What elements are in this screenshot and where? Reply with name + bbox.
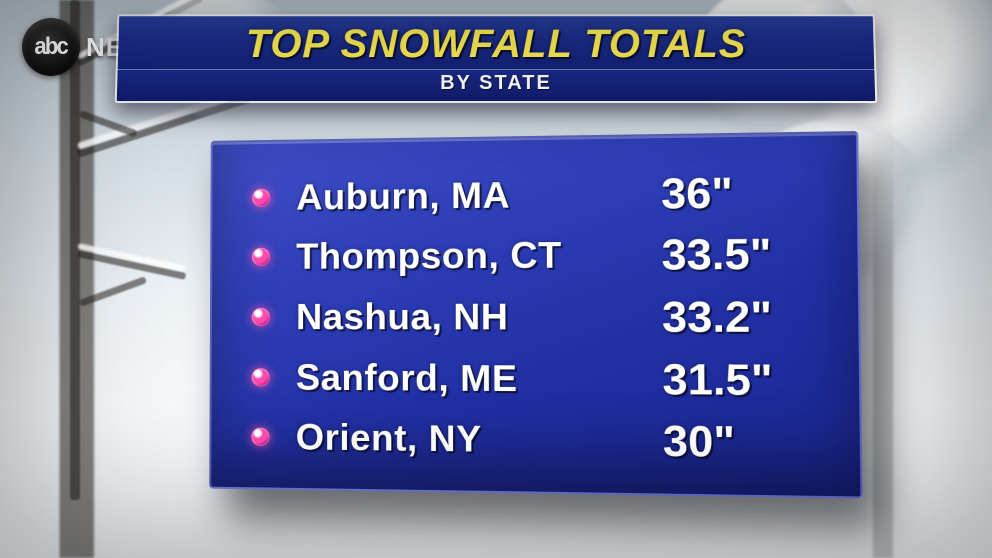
abc-disc-icon: abc [22,18,80,76]
location-label: Nashua, NH [296,295,662,339]
amount-value: 33.2" [662,292,826,343]
logo-abc-text: abc [35,33,68,61]
weather-graphic-stage: abc NEWS TOP SNOWFALL TOTALS BY STATE Au… [0,0,992,558]
bullet-icon [251,428,269,446]
snowfall-row: Auburn, MA 36" [252,167,824,222]
amount-value: 31.5" [662,354,826,405]
amount-value: 36" [661,167,824,219]
location-label: Sanford, ME [296,356,663,401]
amount-value: 33.5" [661,229,824,280]
location-label: Orient, NY [296,416,663,463]
bullet-icon [252,189,270,207]
snowfall-row: Thompson, CT 33.5" [252,229,825,281]
banner-subtitle: BY STATE [117,70,875,101]
bullet-icon [252,368,270,386]
snowfall-row: Orient, NY 30" [251,413,826,469]
amount-value: 30" [663,416,827,468]
snowfall-panel: Auburn, MA 36" Thompson, CT 33.5" Nashua… [209,131,862,499]
title-banner: TOP SNOWFALL TOTALS BY STATE [115,14,878,103]
bullet-icon [252,248,270,266]
snowfall-row: Sanford, ME 31.5" [252,353,827,406]
bullet-icon [252,308,270,326]
location-label: Thompson, CT [296,234,662,279]
snowfall-row: Nashua, NH 33.2" [252,292,826,343]
location-label: Auburn, MA [296,172,661,218]
banner-title: TOP SNOWFALL TOTALS [118,16,875,70]
